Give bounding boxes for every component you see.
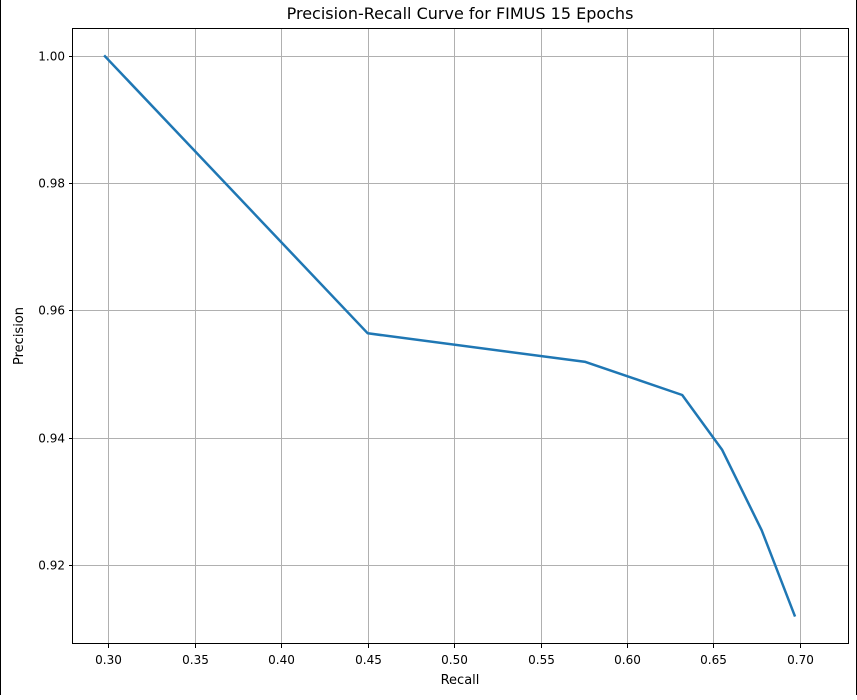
series-layer <box>103 54 797 618</box>
x-tick-label: 0.30 <box>95 653 122 667</box>
y-tick-label: 0.98 <box>38 177 65 191</box>
x-tick-label: 0.60 <box>614 653 641 667</box>
y-tick-label: 0.92 <box>38 559 65 573</box>
y-tick-label: 1.00 <box>38 50 65 64</box>
x-axis-title: Recall <box>441 673 480 688</box>
x-tick-label: 0.35 <box>182 653 209 667</box>
plot-area-frame <box>72 28 849 644</box>
x-tick-label: 0.70 <box>787 653 814 667</box>
y-tick-label: 0.94 <box>38 432 65 446</box>
grid <box>73 29 849 644</box>
x-tick-label: 0.45 <box>355 653 382 667</box>
x-tick-label: 0.40 <box>268 653 295 667</box>
y-axis-title: Precision <box>12 307 27 365</box>
axis-ticks: 0.30 0.35 0.40 0.45 0.50 0.55 0.60 0.65 0.70 0.92… <box>38 50 814 668</box>
precision-recall-line <box>103 54 797 618</box>
x-tick-label: 0.55 <box>528 653 555 667</box>
x-tick-label: 0.50 <box>441 653 468 667</box>
chart-title: Precision-Recall Curve for FIMUS 15 Epoc… <box>287 4 634 23</box>
x-tick-label: 0.65 <box>700 653 727 667</box>
y-tick-label: 0.96 <box>38 304 65 318</box>
